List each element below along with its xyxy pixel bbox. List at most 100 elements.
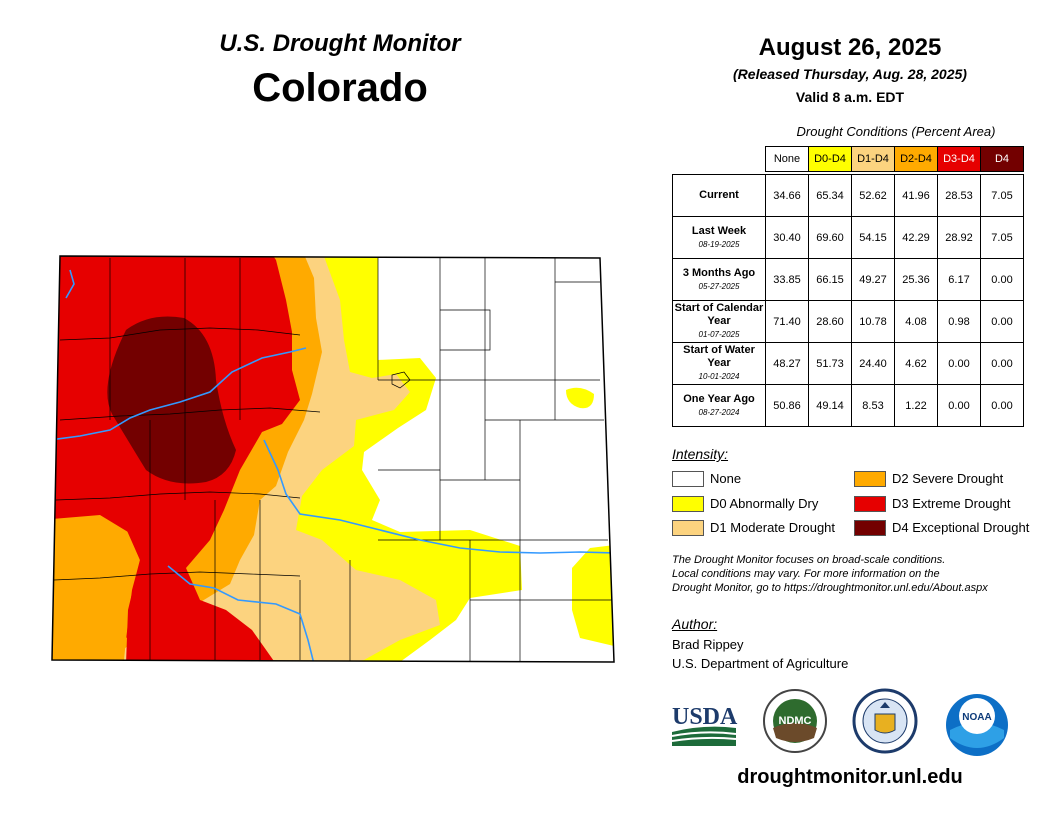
disclaimer: The Drought Monitor focuses on broad-sca… [672,553,1042,595]
table-row: Current 34.66 65.34 52.62 41.96 28.53 7.… [672,174,1024,217]
valid-time: Valid 8 a.m. EDT [795,89,905,105]
map-date: August 26, 2025 [758,34,942,61]
row-label: Last Week 08-19-2025 [672,216,766,259]
table-row: One Year Ago 08-27-2024 50.86 49.14 8.53 … [672,384,1024,427]
legend-swatch [854,520,886,536]
table-cell: 0.00 [937,342,981,385]
table-cell: 0.00 [980,384,1024,427]
row-label: One Year Ago 08-27-2024 [672,384,766,427]
legend-label: D2 Severe Drought [892,471,1004,486]
table-cell: 42.29 [894,216,938,259]
ndmc-logo: NDMC [763,689,827,753]
table-cell: 49.14 [808,384,852,427]
zone-d0-east [566,387,594,409]
noaa-logo-text: NOAA [962,712,991,723]
rivers [52,269,614,662]
table-cell: 7.05 [980,174,1024,217]
row-label-text: 3 Months Ago [682,266,756,279]
table-row: Start of Calendar Year 01-07-2025 71.40 2… [672,300,1024,343]
usda-logo: USDA [671,704,738,746]
legend-label: D0 Abnormally Dry [710,496,819,511]
row-label-text: One Year Ago [683,392,755,405]
table-cell: 54.15 [851,216,895,259]
table-cell: 66.15 [808,258,852,301]
table-cell: 28.92 [937,216,981,259]
legend-label: D1 Moderate Drought [710,520,836,535]
row-date: 05-27-2025 [698,281,740,291]
table-cell: 69.60 [808,216,852,259]
table-cell: 48.27 [765,342,809,385]
row-label: 3 Months Ago 05-27-2025 [672,258,766,301]
table-cell: 24.40 [851,342,895,385]
state-name: Colorado [252,66,428,110]
col-header-d4: D4 [980,146,1024,172]
table-row: 3 Months Ago 05-27-2025 33.85 66.15 49.27… [672,258,1024,301]
author-org: U.S. Department of Agriculture [672,656,849,671]
table-cell: 10.78 [851,300,895,343]
table-cell: 71.40 [765,300,809,343]
noaa-logo: NOAA [946,694,1008,756]
table-cell: 1.22 [894,384,938,427]
table-cell: 7.05 [980,216,1024,259]
table-cell: 28.53 [937,174,981,217]
table-cell: 0.00 [980,300,1024,343]
drought-stats-table: None D0-D4 D1-D4 D2-D4 D3-D4 D4 Current … [672,146,1024,427]
col-header-d2-d4: D2-D4 [894,146,938,172]
table-cell: 52.62 [851,174,895,217]
website-url: droughtmonitor.unl.edu [737,766,963,788]
legend-title: Intensity: [672,446,729,462]
county-boundaries [53,258,612,662]
row-label: Start of Calendar Year 01-07-2025 [672,300,766,343]
row-date: 10-01-2024 [698,372,740,381]
table-cell: 0.98 [937,300,981,343]
row-date: 08-19-2025 [698,239,740,249]
disclaimer-line: The Drought Monitor focuses on broad-sca… [672,554,946,566]
table-caption: Drought Conditions (Percent Area) [796,124,996,139]
row-date: 01-07-2025 [698,330,740,339]
table-cell: 0.00 [980,342,1024,385]
table-cell: 6.17 [937,258,981,301]
table-cell: 25.36 [894,258,938,301]
row-label-text: Start of Calendar Year [674,302,764,327]
legend-swatch [854,496,886,512]
colorado-drought-map [51,255,615,663]
table-cell: 34.66 [765,174,809,217]
author-heading: Author: [672,616,718,632]
usda-logo-text: USDA [672,704,738,730]
zone-d2-west [52,515,140,662]
zone-d4 [107,316,236,484]
legend-swatch [672,496,704,512]
table-cell: 28.60 [808,300,852,343]
col-header-d3-d4: D3-D4 [937,146,981,172]
table-header-row: None D0-D4 D1-D4 D2-D4 D3-D4 D4 [673,146,1024,172]
table-cell: 8.53 [851,384,895,427]
table-cell: 65.34 [808,174,852,217]
disclaimer-line: Drought Monitor, go to https://droughtmo… [672,582,988,594]
table-cell: 4.08 [894,300,938,343]
row-label: Start of Water Year 10-01-2024 [672,342,766,385]
col-header-d0-d4: D0-D4 [808,146,852,172]
table-cell: 0.00 [937,384,981,427]
zone-d0-se [572,545,614,646]
state-outline [51,255,615,663]
table-row: Start of Water Year 10-01-2024 48.27 51.7… [672,342,1024,385]
table-cell: 49.27 [851,258,895,301]
table-cell: 33.85 [765,258,809,301]
col-header-none: None [765,146,809,172]
legend-swatch [672,520,704,536]
row-label-text: Start of Water Year [683,344,755,369]
table-cell: 4.62 [894,342,938,385]
doc-seal-logo [852,688,918,754]
map-title: U.S. Drought Monitor [219,30,461,57]
legend-swatch [854,471,886,487]
author-name: Brad Rippey [672,637,744,652]
row-label: Current [672,174,766,217]
row-date: 08-27-2024 [698,407,740,417]
legend-label: None [710,471,742,486]
row-label-text: Last Week [691,224,747,237]
ndmc-logo-text: NDMC [779,715,812,727]
col-header-d1-d4: D1-D4 [851,146,895,172]
table-cell: 51.73 [808,342,852,385]
table-row: Last Week 08-19-2025 30.40 69.60 54.15 42… [672,216,1024,259]
legend-label: D4 Exceptional Drought [892,520,1030,535]
